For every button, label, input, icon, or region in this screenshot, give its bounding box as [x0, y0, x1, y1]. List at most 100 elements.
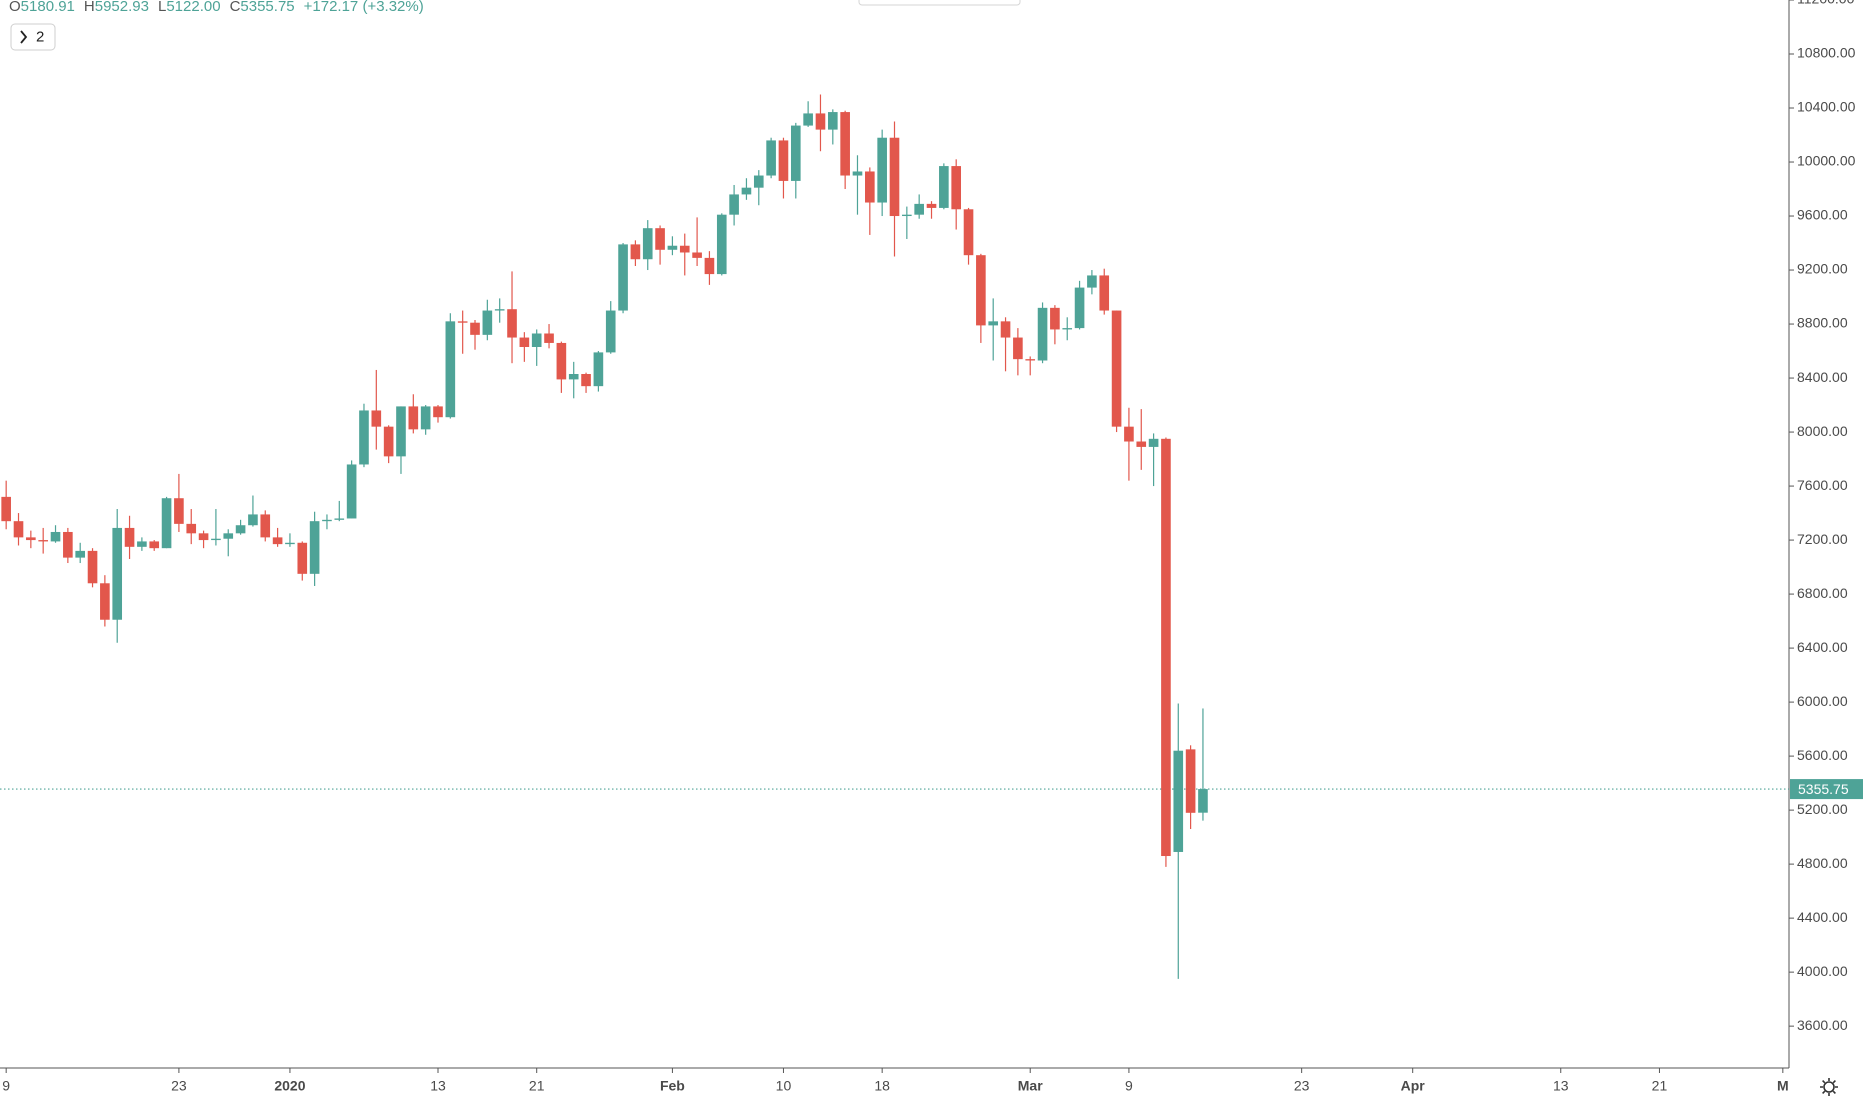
candle-body — [334, 518, 345, 520]
candle — [692, 217, 702, 266]
candle-body — [630, 244, 641, 260]
candle — [951, 159, 962, 230]
candle — [1099, 268, 1110, 315]
candle — [1087, 270, 1097, 295]
candle — [371, 369, 382, 450]
y-tick-label: 10000.00 — [1797, 153, 1856, 169]
candle-body — [235, 525, 246, 534]
candle — [827, 109, 838, 145]
x-tick-label: 21 — [529, 1078, 545, 1094]
candle-body — [63, 531, 73, 558]
candle — [1074, 280, 1085, 330]
candle — [223, 529, 234, 557]
candle — [494, 298, 505, 323]
candle-body — [951, 166, 962, 210]
candle-body — [889, 137, 900, 217]
ohlc-legend: O5180.91 H5952.93 L5122.00 C5355.75 +172.17 … — [9, 0, 424, 15]
candle-body — [260, 514, 271, 538]
legend-value: 5952.93 — [95, 0, 149, 15]
candle — [741, 178, 752, 200]
candle-body — [433, 406, 443, 418]
candle-body — [38, 540, 48, 542]
candle-body — [482, 310, 493, 335]
candle-body — [605, 310, 616, 353]
legend-key: H — [84, 0, 95, 15]
candle-body — [827, 112, 838, 130]
candle-body — [507, 309, 517, 338]
x-tick-label: 10 — [776, 1078, 792, 1094]
candle-body — [1099, 275, 1110, 311]
y-tick-label: 11200.00 — [1797, 0, 1855, 7]
candle — [75, 542, 86, 564]
candle — [976, 253, 986, 343]
candle-body — [396, 406, 406, 457]
last-price-label: 5355.75 — [1798, 781, 1849, 797]
y-tick-label: 6000.00 — [1797, 693, 1848, 709]
collapse-button[interactable]: 2 — [10, 23, 56, 51]
candle-body — [1111, 310, 1122, 427]
candle — [457, 310, 468, 354]
candle-body — [741, 187, 752, 195]
candle — [618, 243, 628, 314]
candle — [260, 510, 271, 542]
candle — [655, 225, 665, 265]
candle-body — [1173, 750, 1184, 852]
candle — [124, 515, 135, 559]
candle-body — [1025, 359, 1036, 361]
x-tick-label: 23 — [1294, 1078, 1310, 1094]
candle-body — [593, 352, 604, 387]
candle-body — [815, 113, 826, 130]
candle-body — [161, 498, 172, 549]
candle-body — [655, 228, 665, 250]
legend-change: +172.17 (+3.32%) — [304, 0, 424, 15]
candle — [322, 514, 332, 530]
candle — [815, 94, 826, 152]
candle — [988, 298, 999, 361]
candle-body — [939, 166, 949, 208]
y-tick-label: 9600.00 — [1797, 207, 1848, 223]
candle — [519, 332, 530, 362]
y-tick-label: 7200.00 — [1797, 531, 1848, 547]
last-price-box — [1790, 779, 1863, 800]
candle-body — [667, 245, 678, 250]
candle-body — [149, 541, 160, 549]
candle — [1124, 407, 1134, 481]
candle-body — [1000, 321, 1011, 338]
candle-body — [926, 203, 937, 208]
candle — [531, 329, 542, 366]
chevron-icon — [20, 30, 28, 44]
candle — [285, 533, 295, 547]
candle-body — [470, 322, 480, 335]
x-tick-label: Apr — [1401, 1078, 1426, 1094]
settings-icon[interactable] — [1820, 1078, 1838, 1096]
candle-body — [223, 533, 234, 539]
candle-body — [556, 342, 567, 380]
candle — [445, 313, 456, 419]
candle — [26, 530, 36, 549]
x-tick-label: 2020 — [274, 1078, 305, 1094]
x-tick-label: 9 — [1125, 1078, 1133, 1094]
candle-body — [112, 527, 123, 620]
candle — [433, 405, 443, 423]
candle-body — [1198, 789, 1208, 813]
candle-body — [1161, 438, 1171, 857]
candle-body — [716, 214, 727, 275]
x-tick-label: 13 — [1553, 1078, 1569, 1094]
candle-body — [1074, 287, 1085, 329]
legend-value: 5122.00 — [166, 0, 220, 15]
candle — [334, 500, 345, 522]
candle — [1000, 317, 1011, 372]
candle — [593, 351, 604, 392]
candle-body — [753, 175, 764, 188]
candle-body — [383, 426, 394, 457]
legend-key: C — [230, 0, 241, 15]
candle — [544, 324, 554, 349]
toolbar-box[interactable] — [858, 0, 1021, 6]
candle-body — [371, 410, 382, 427]
candle-body — [704, 257, 715, 275]
candle — [309, 511, 320, 586]
candle — [679, 233, 690, 276]
candle-body — [581, 374, 591, 387]
